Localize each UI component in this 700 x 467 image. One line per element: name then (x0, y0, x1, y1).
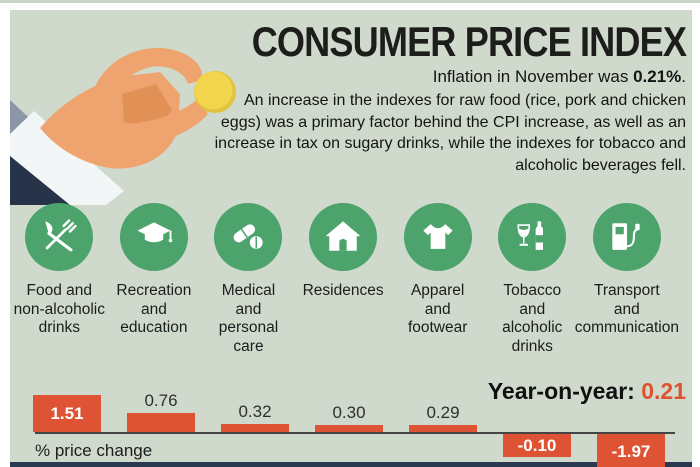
zero-baseline-axis (35, 432, 675, 434)
bar-value-label: 0.32 (238, 402, 272, 421)
page-title: CONSUMER PRICE INDEX (251, 18, 687, 65)
year-on-year-label: Year-on-year: (487, 378, 642, 404)
fuel-pump-icon (592, 203, 661, 271)
category-label: Recreation and education (116, 282, 192, 336)
inflation-value: 0.21% (633, 67, 682, 86)
graduation-cap-icon (119, 203, 188, 271)
category-label: Medical and personal care (218, 282, 279, 355)
bar-value-label: 0.29 (426, 403, 460, 422)
bar-1 (127, 413, 195, 432)
page-top-edge (0, 0, 700, 3)
intro-line: Inflation in November was 0.21%. (433, 67, 686, 87)
description-paragraph: An increase in the indexes for raw food … (214, 92, 686, 174)
category-recreation: Recreation and education (107, 203, 202, 356)
cutlery-icon (25, 203, 94, 271)
bar-2 (221, 424, 289, 432)
coin-icon (194, 71, 233, 110)
category-apparel: Apparel and footwear (390, 203, 485, 356)
house-icon (309, 203, 378, 271)
bar-value-label: 1.51 (50, 404, 84, 423)
category-food: Food and non-alcoholic drinks (12, 203, 107, 356)
year-on-year-annotation: Year-on-year: 0.21 (488, 378, 686, 405)
category-tobacco: Tobacco and alcoholic drinks (485, 203, 580, 356)
tshirt-icon (403, 203, 472, 271)
hand-holding-coin-illustration (10, 48, 236, 205)
bar-4 (409, 425, 477, 432)
bar-3 (315, 425, 383, 432)
category-label: Residences (302, 282, 384, 299)
footer-strip (10, 462, 692, 467)
category-row: Food and non-alcoholic drinks Recreation… (12, 203, 690, 356)
wine-and-bottle-icon (498, 203, 567, 271)
index-finger (94, 48, 203, 100)
infographic-background: CONSUMER PRICE INDEX Inflation in Novemb… (10, 10, 692, 467)
suit-sleeve (10, 142, 98, 205)
category-transport: Transport and communication (575, 203, 679, 356)
shirt-cuff (10, 111, 124, 205)
bar-value-label: -0.10 (517, 436, 557, 455)
category-label: Transport and communication (574, 282, 679, 336)
category-label: Tobacco and alcoholic drinks (502, 282, 563, 355)
bar-0 (33, 395, 101, 432)
pills-icon (214, 203, 283, 271)
category-residences: Residences (296, 203, 391, 356)
bar-value-label: 0.76 (144, 391, 178, 410)
year-on-year-value: 0.21 (641, 378, 686, 404)
intro-suffix: . (681, 67, 686, 86)
bar-6 (597, 434, 665, 467)
intro-prefix: Inflation in November was (432, 67, 634, 86)
category-medical: Medical and personal care (201, 203, 296, 356)
bar-chart: 1.51 0.76 0.32 0.30 0.29 -0.10 -1.97 (10, 385, 692, 467)
chart-axis-caption: % price change (35, 441, 153, 460)
bar-value-label: 0.30 (332, 403, 366, 422)
bar-value-label: -1.97 (611, 442, 651, 461)
category-label: Food and non-alcoholic drinks (13, 282, 105, 336)
bar-5 (503, 434, 571, 457)
thumb (122, 98, 208, 146)
category-label: Apparel and footwear (407, 282, 468, 336)
